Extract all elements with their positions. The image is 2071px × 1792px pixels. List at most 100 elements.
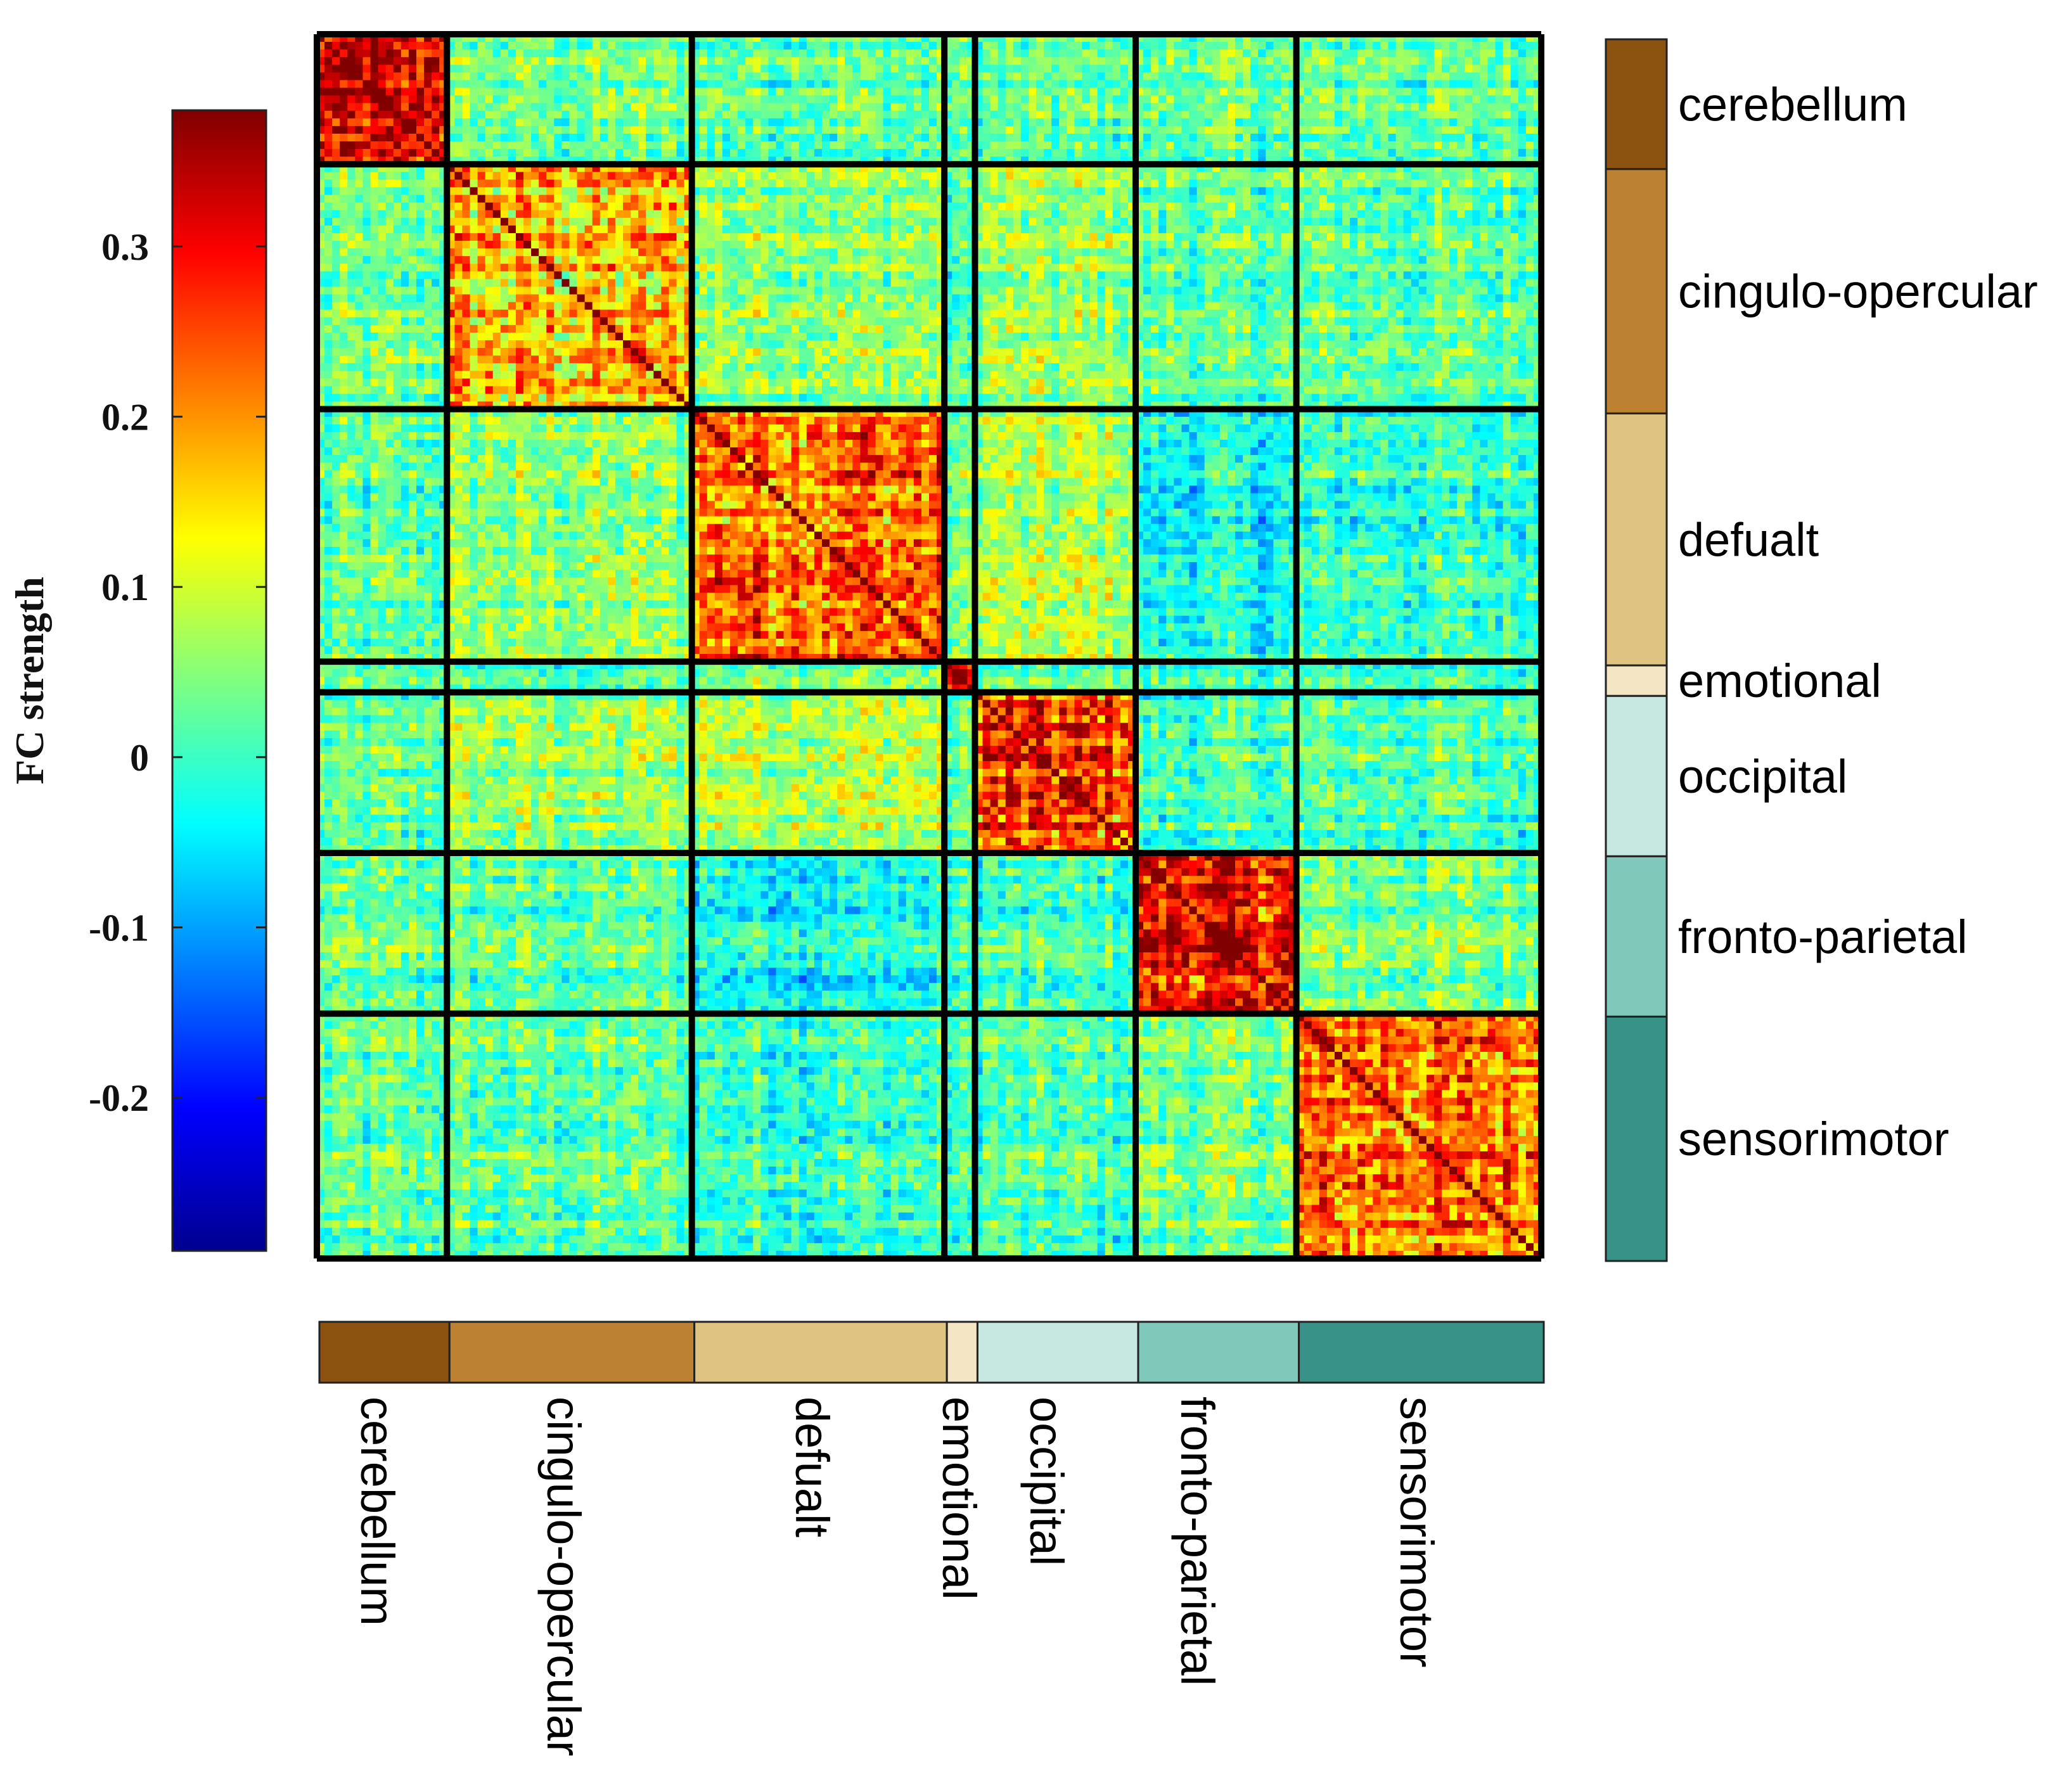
heatmap-cell xyxy=(1051,149,1060,157)
heatmap-cell xyxy=(385,195,394,203)
heatmap-cell xyxy=(569,264,578,272)
heatmap-cell xyxy=(1457,172,1465,181)
heatmap-cell xyxy=(385,225,394,234)
heatmap-cell xyxy=(1304,118,1312,127)
heatmap-cell xyxy=(806,110,815,119)
heatmap-cell xyxy=(738,95,746,104)
heatmap-cell xyxy=(1036,187,1044,196)
heatmap-cell xyxy=(661,65,670,73)
heatmap-cell xyxy=(1365,149,1373,157)
heatmap-cell xyxy=(1342,217,1350,226)
heatmap-cell xyxy=(783,103,792,112)
heatmap-cell xyxy=(1082,110,1091,119)
heatmap-cell xyxy=(1013,80,1022,89)
colorbar-tick-label: -0.1 xyxy=(89,907,149,949)
heatmap-cell xyxy=(1082,233,1091,241)
heatmap-cell xyxy=(454,110,463,119)
heatmap-cell xyxy=(1250,187,1259,196)
heatmap-cell xyxy=(1204,179,1213,188)
heatmap-cell xyxy=(952,195,960,203)
heatmap-cell xyxy=(424,57,432,65)
heatmap-cell xyxy=(1510,141,1519,150)
heatmap-cell xyxy=(1074,95,1083,104)
heatmap-cell xyxy=(1418,72,1427,81)
heatmap-cell xyxy=(1089,133,1098,142)
heatmap-cell xyxy=(1426,264,1435,272)
heatmap-cell xyxy=(401,233,409,241)
heatmap-cell xyxy=(1510,172,1519,181)
heatmap-cell xyxy=(852,149,861,157)
heatmap-cell xyxy=(1189,248,1198,257)
heatmap-cell xyxy=(997,225,1006,234)
heatmap-cell xyxy=(615,72,624,81)
heatmap-cell xyxy=(997,149,1006,157)
heatmap-cell xyxy=(432,264,440,272)
heatmap-cell xyxy=(1518,172,1527,181)
heatmap-cell xyxy=(1480,103,1489,112)
heatmap-cell xyxy=(340,179,348,188)
heatmap-cell xyxy=(1426,172,1435,181)
heatmap-cell xyxy=(798,217,807,226)
heatmap-cell xyxy=(1472,179,1480,188)
heatmap-cell xyxy=(561,80,570,89)
heatmap-cell xyxy=(1051,49,1060,58)
heatmap-cell xyxy=(1266,141,1274,150)
heatmap-cell xyxy=(623,42,631,50)
heatmap-cell xyxy=(653,202,662,211)
heatmap-cell xyxy=(1005,202,1014,211)
heatmap-cell xyxy=(1082,118,1091,127)
heatmap-cell xyxy=(814,172,823,181)
heatmap-cell xyxy=(1158,256,1167,264)
heatmap-cell xyxy=(760,225,769,234)
heatmap-cell xyxy=(1051,233,1060,241)
heatmap-cell xyxy=(577,233,586,241)
heatmap-cell xyxy=(722,264,731,272)
heatmap-cell xyxy=(500,217,509,226)
heatmap-cell xyxy=(470,195,478,203)
heatmap-cell xyxy=(1503,225,1511,234)
heatmap-cell xyxy=(1189,141,1198,150)
heatmap-cell xyxy=(1357,103,1366,112)
heatmap-cell xyxy=(1235,125,1243,134)
heatmap-cell xyxy=(500,149,509,157)
heatmap-cell xyxy=(1105,110,1113,119)
heatmap-cell xyxy=(1174,187,1183,196)
heatmap-cell xyxy=(1418,149,1427,157)
heatmap-cell xyxy=(1174,141,1183,150)
heatmap-cell xyxy=(860,217,868,226)
heatmap-cell xyxy=(362,72,371,81)
heatmap-cell xyxy=(615,141,624,150)
heatmap-cell xyxy=(1503,57,1511,65)
heatmap-cell xyxy=(1403,241,1412,249)
heatmap-cell xyxy=(1151,65,1159,73)
heatmap-cell xyxy=(1326,72,1335,81)
heatmap-cell xyxy=(791,103,800,112)
heatmap-cell xyxy=(1334,49,1343,58)
heatmap-cell xyxy=(347,225,356,234)
heatmap-cell xyxy=(378,95,387,104)
heatmap-cell xyxy=(868,133,876,142)
heatmap-cell xyxy=(324,225,333,234)
heatmap-cell xyxy=(806,65,815,73)
heatmap-cell xyxy=(661,179,670,188)
heatmap-cell xyxy=(1020,125,1029,134)
heatmap-cell xyxy=(990,210,999,219)
heatmap-cell xyxy=(485,87,494,96)
heatmap-cell xyxy=(707,65,715,73)
heatmap-cell xyxy=(638,256,646,264)
heatmap-cell xyxy=(898,110,907,119)
heatmap-cell xyxy=(324,241,333,249)
heatmap-cell xyxy=(638,110,646,119)
heatmap-cell xyxy=(1036,241,1044,249)
heatmap-cell xyxy=(569,149,578,157)
heatmap-cell xyxy=(1074,172,1083,181)
heatmap-cell xyxy=(401,72,409,81)
heatmap-cell xyxy=(424,202,432,211)
heatmap-cell xyxy=(982,241,991,249)
heatmap-cell xyxy=(607,179,616,188)
heatmap-cell xyxy=(485,42,494,50)
heatmap-cell xyxy=(929,57,937,65)
heatmap-cell xyxy=(531,133,539,142)
heatmap-cell xyxy=(492,118,501,127)
heatmap-cell xyxy=(913,87,922,96)
